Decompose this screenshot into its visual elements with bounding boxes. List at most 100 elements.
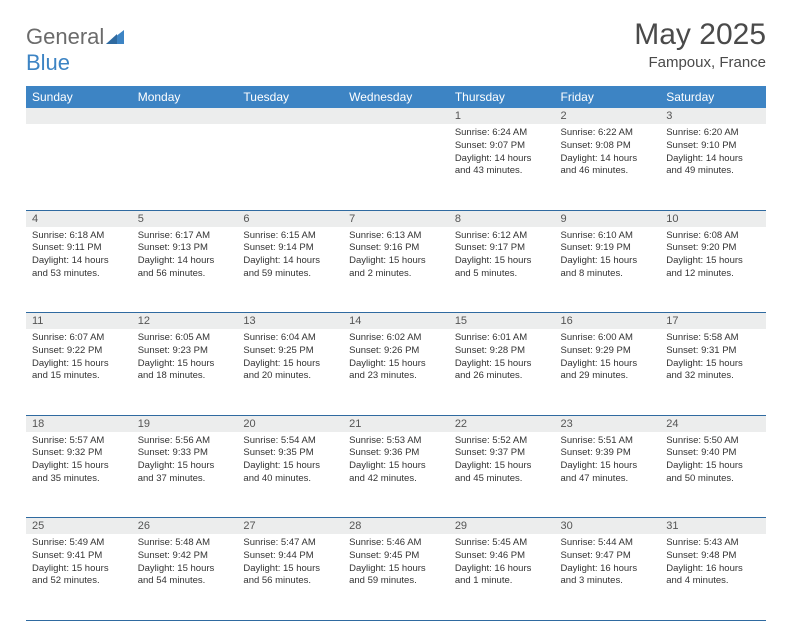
sunrise-text: Sunrise: 5:46 AM <box>349 537 443 550</box>
day-content: Sunrise: 6:08 AMSunset: 9:20 PMDaylight:… <box>660 227 766 285</box>
day-number: 30 <box>555 518 661 535</box>
day-cell: Sunrise: 6:00 AMSunset: 9:29 PMDaylight:… <box>555 329 661 415</box>
day-header: Wednesday <box>343 86 449 108</box>
day-cell: Sunrise: 6:10 AMSunset: 9:19 PMDaylight:… <box>555 227 661 313</box>
calendar-head: Sunday Monday Tuesday Wednesday Thursday… <box>26 86 766 108</box>
daylight-text: and 59 minutes. <box>243 268 337 281</box>
daylight-text: Daylight: 15 hours <box>349 255 443 268</box>
day-content: Sunrise: 6:24 AMSunset: 9:07 PMDaylight:… <box>449 124 555 182</box>
daylight-text: Daylight: 15 hours <box>455 460 549 473</box>
sunset-text: Sunset: 9:33 PM <box>138 447 232 460</box>
sunrise-text: Sunrise: 5:45 AM <box>455 537 549 550</box>
daylight-text: and 23 minutes. <box>349 370 443 383</box>
sunrise-text: Sunrise: 6:10 AM <box>561 230 655 243</box>
daylight-text: and 3 minutes. <box>561 575 655 588</box>
sunset-text: Sunset: 9:45 PM <box>349 550 443 563</box>
day-content: Sunrise: 5:53 AMSunset: 9:36 PMDaylight:… <box>343 432 449 490</box>
day-number: 3 <box>660 108 766 124</box>
sunset-text: Sunset: 9:28 PM <box>455 345 549 358</box>
sunrise-text: Sunrise: 5:53 AM <box>349 435 443 448</box>
day-number: 29 <box>449 518 555 535</box>
daylight-text: Daylight: 14 hours <box>32 255 126 268</box>
daylight-text: Daylight: 15 hours <box>349 460 443 473</box>
daylight-text: Daylight: 14 hours <box>666 153 760 166</box>
sunrise-text: Sunrise: 6:07 AM <box>32 332 126 345</box>
sunrise-text: Sunrise: 6:12 AM <box>455 230 549 243</box>
day-number: 23 <box>555 415 661 432</box>
sunrise-text: Sunrise: 5:51 AM <box>561 435 655 448</box>
sunrise-text: Sunrise: 5:56 AM <box>138 435 232 448</box>
sunset-text: Sunset: 9:07 PM <box>455 140 549 153</box>
logo-part1: General <box>26 24 104 49</box>
daylight-text: Daylight: 15 hours <box>349 563 443 576</box>
calendar-body: 1 23 Sunrise: 6:24 AMSunset: 9:07 PMDaylig… <box>26 108 766 620</box>
day-number: 27 <box>237 518 343 535</box>
day-number: 9 <box>555 210 661 227</box>
day-content: Sunrise: 6:00 AMSunset: 9:29 PMDaylight:… <box>555 329 661 387</box>
day-cell: Sunrise: 6:20 AMSunset: 9:10 PMDaylight:… <box>660 124 766 210</box>
day-number: 13 <box>237 313 343 330</box>
day-cell: Sunrise: 5:50 AMSunset: 9:40 PMDaylight:… <box>660 432 766 518</box>
daylight-text: Daylight: 15 hours <box>243 460 337 473</box>
sunset-text: Sunset: 9:20 PM <box>666 242 760 255</box>
daylight-text: Daylight: 16 hours <box>561 563 655 576</box>
day-number: 21 <box>343 415 449 432</box>
day-content: Sunrise: 6:17 AMSunset: 9:13 PMDaylight:… <box>132 227 238 285</box>
daylight-text: Daylight: 15 hours <box>138 563 232 576</box>
logo-triangle-icon <box>106 24 124 50</box>
daylight-text: and 32 minutes. <box>666 370 760 383</box>
daylight-text: Daylight: 14 hours <box>561 153 655 166</box>
day-content: Sunrise: 6:22 AMSunset: 9:08 PMDaylight:… <box>555 124 661 182</box>
daylight-text: and 43 minutes. <box>455 165 549 178</box>
day-number: 28 <box>343 518 449 535</box>
daylight-text: and 59 minutes. <box>349 575 443 588</box>
sunset-text: Sunset: 9:35 PM <box>243 447 337 460</box>
daylight-text: and 56 minutes. <box>138 268 232 281</box>
day-header: Saturday <box>660 86 766 108</box>
sunset-text: Sunset: 9:36 PM <box>349 447 443 460</box>
page-subtitle: Fampoux, France <box>634 54 766 71</box>
sunset-text: Sunset: 9:46 PM <box>455 550 549 563</box>
calendar-table: Sunday Monday Tuesday Wednesday Thursday… <box>26 86 766 621</box>
day-cell: Sunrise: 5:43 AMSunset: 9:48 PMDaylight:… <box>660 534 766 620</box>
daylight-text: Daylight: 15 hours <box>455 255 549 268</box>
day-number: 1 <box>449 108 555 124</box>
daylight-text: and 40 minutes. <box>243 473 337 486</box>
daylight-text: and 56 minutes. <box>243 575 337 588</box>
day-number <box>343 108 449 124</box>
day-header: Monday <box>132 86 238 108</box>
day-cell: Sunrise: 6:17 AMSunset: 9:13 PMDaylight:… <box>132 227 238 313</box>
daylight-text: Daylight: 15 hours <box>666 358 760 371</box>
day-number: 31 <box>660 518 766 535</box>
day-number: 10 <box>660 210 766 227</box>
day-cell <box>343 124 449 210</box>
day-content: Sunrise: 6:12 AMSunset: 9:17 PMDaylight:… <box>449 227 555 285</box>
daylight-text: and 18 minutes. <box>138 370 232 383</box>
sunrise-text: Sunrise: 6:08 AM <box>666 230 760 243</box>
sunset-text: Sunset: 9:40 PM <box>666 447 760 460</box>
daylight-text: Daylight: 15 hours <box>666 460 760 473</box>
day-content: Sunrise: 6:05 AMSunset: 9:23 PMDaylight:… <box>132 329 238 387</box>
sunset-text: Sunset: 9:41 PM <box>32 550 126 563</box>
day-cell: Sunrise: 5:52 AMSunset: 9:37 PMDaylight:… <box>449 432 555 518</box>
day-cell: Sunrise: 5:47 AMSunset: 9:44 PMDaylight:… <box>237 534 343 620</box>
sunrise-text: Sunrise: 6:02 AM <box>349 332 443 345</box>
day-header-row: Sunday Monday Tuesday Wednesday Thursday… <box>26 86 766 108</box>
sunrise-text: Sunrise: 6:17 AM <box>138 230 232 243</box>
daylight-text: and 37 minutes. <box>138 473 232 486</box>
day-content: Sunrise: 5:48 AMSunset: 9:42 PMDaylight:… <box>132 534 238 592</box>
daylight-text: and 54 minutes. <box>138 575 232 588</box>
logo-part2: Blue <box>26 50 70 75</box>
day-number <box>26 108 132 124</box>
day-content: Sunrise: 5:52 AMSunset: 9:37 PMDaylight:… <box>449 432 555 490</box>
sunrise-text: Sunrise: 6:22 AM <box>561 127 655 140</box>
sunrise-text: Sunrise: 6:00 AM <box>561 332 655 345</box>
day-content: Sunrise: 5:49 AMSunset: 9:41 PMDaylight:… <box>26 534 132 592</box>
week-row: Sunrise: 5:49 AMSunset: 9:41 PMDaylight:… <box>26 534 766 620</box>
daylight-text: Daylight: 15 hours <box>455 358 549 371</box>
daylight-text: Daylight: 15 hours <box>561 255 655 268</box>
sunrise-text: Sunrise: 5:47 AM <box>243 537 337 550</box>
day-number: 15 <box>449 313 555 330</box>
day-cell: Sunrise: 5:51 AMSunset: 9:39 PMDaylight:… <box>555 432 661 518</box>
day-cell: Sunrise: 5:45 AMSunset: 9:46 PMDaylight:… <box>449 534 555 620</box>
